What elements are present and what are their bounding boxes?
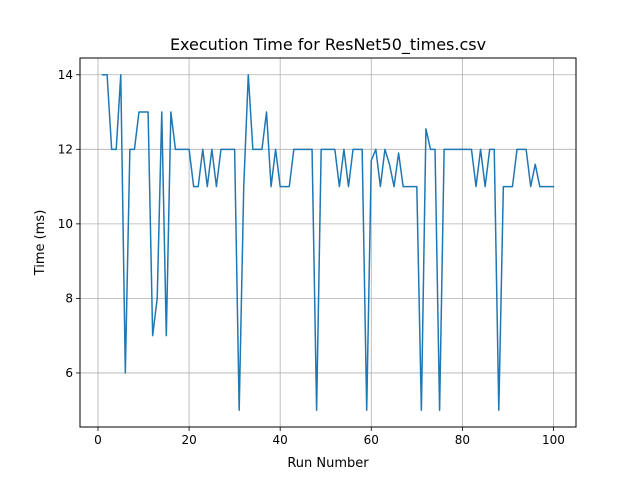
plot-frame (79, 57, 577, 428)
plot-area (80, 58, 576, 427)
y-axis-ticks: 6 8 10 12 14 (58, 68, 80, 380)
x-gridlines (97, 58, 554, 427)
y-axis-label: Time (ms) (33, 210, 48, 277)
x-axis-label: Run Number (287, 456, 369, 471)
y-tick-label: 10 (58, 217, 73, 231)
x-tick-label: 100 (542, 433, 565, 447)
y-tick-label: 12 (58, 142, 73, 156)
x-tick-label: 40 (273, 433, 288, 447)
y-tick-label: 14 (58, 68, 73, 82)
x-tick-label: 60 (364, 433, 379, 447)
y-tick-label: 8 (65, 291, 73, 305)
chart-title: Execution Time for ResNet50_times.csv (170, 35, 486, 55)
y-tick-label: 6 (65, 366, 73, 380)
x-tick-label: 20 (181, 433, 196, 447)
series-line (101, 74, 555, 411)
x-axis-ticks: 0 20 40 60 80 100 (94, 427, 565, 447)
x-tick-label: 80 (455, 433, 470, 447)
x-tick-label: 0 (94, 433, 102, 447)
